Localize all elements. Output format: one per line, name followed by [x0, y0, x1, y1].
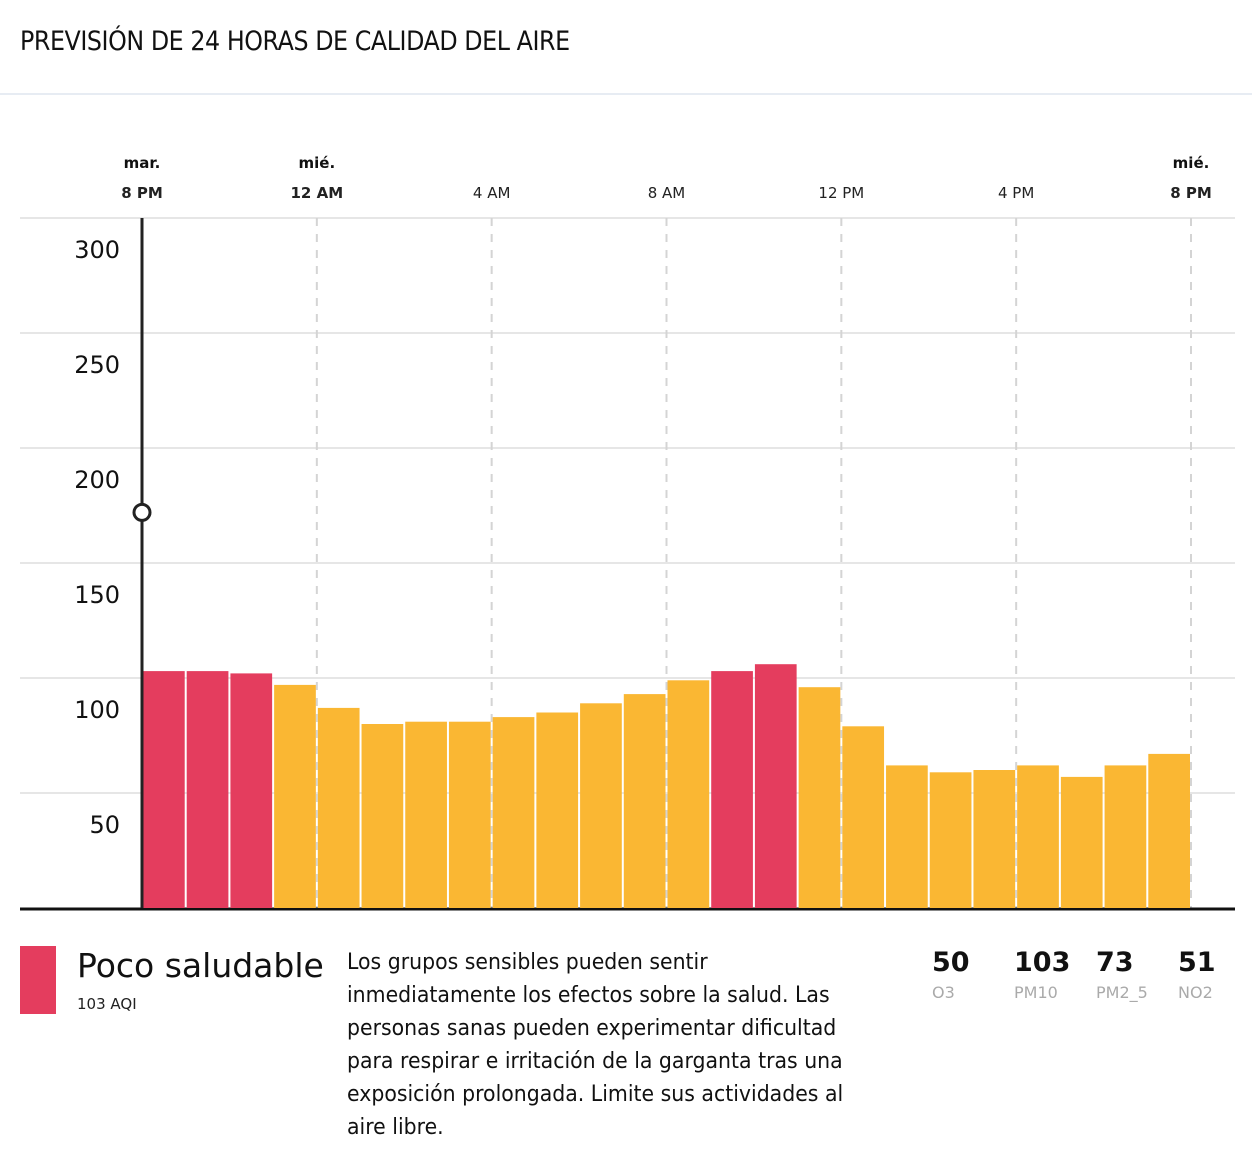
bar-11-pm: [274, 684, 316, 908]
x-tick-time: 8 PM: [121, 184, 163, 202]
bar-6-am: [580, 703, 622, 908]
x-tick-day: mié.: [299, 154, 336, 172]
x-tick-time: 4 AM: [473, 184, 511, 202]
y-tick-label-250: 250: [74, 351, 120, 379]
y-tick-label-300: 300: [74, 236, 120, 264]
bar-10-am: [754, 664, 797, 908]
pollutant-value: 51: [1178, 947, 1216, 978]
bar-3-am: [448, 721, 491, 908]
pollutant-name: PM2_5: [1096, 983, 1148, 1002]
title-divider: [0, 93, 1252, 95]
bar-4-am: [492, 717, 535, 908]
bar-3-pm: [973, 770, 1016, 908]
x-tick-day: mar.: [124, 154, 161, 172]
bar-7-pm: [1148, 753, 1190, 908]
bar-5-pm: [1060, 776, 1103, 908]
bar-6-pm: [1104, 765, 1147, 908]
pollutant-list: 50 O3 103 PM10 73 PM2_5 51 NO2: [932, 947, 1252, 1002]
bar-9-pm: [186, 671, 229, 908]
bars-layer: [143, 664, 1190, 908]
x-tick-time: 8 PM: [1170, 184, 1212, 202]
pollutant-name: O3: [932, 983, 955, 1002]
pollutant-no2: 51 NO2: [1178, 947, 1252, 1002]
y-tick-label-50: 50: [89, 811, 120, 839]
bar-4-pm: [1017, 765, 1059, 908]
status-label: Poco saludable: [77, 946, 324, 985]
y-tick-label-200: 200: [74, 466, 120, 494]
pollutant-pm10: 103 PM10: [1014, 947, 1096, 1002]
x-tick-time: 12 PM: [818, 184, 864, 202]
bar-9-am: [711, 671, 753, 908]
x-tick-time: 8 AM: [648, 184, 686, 202]
y-tick-label-100: 100: [74, 696, 120, 724]
y-tick-label-150: 150: [74, 581, 120, 609]
bar-2-am: [405, 721, 447, 908]
x-axis-ticks: mar. 8 PM mié. 12 AM 4 AM 8 AM 12 PM 4 PM mié. 8 …: [121, 154, 1212, 202]
bar-5-am: [536, 712, 579, 908]
bar-11-am: [798, 687, 841, 908]
pollutant-o3: 50 O3: [932, 947, 1014, 1002]
bar-7-am: [623, 694, 666, 908]
pollutant-name: PM10: [1014, 983, 1058, 1002]
x-tick-time: 4 PM: [998, 184, 1034, 202]
bar-12-am: [317, 707, 360, 908]
time-cursor: [132, 218, 152, 908]
pollutant-pm2_5: 73 PM2_5: [1096, 947, 1178, 1002]
bar-8-am: [667, 680, 710, 908]
bar-1-pm: [886, 765, 928, 908]
bar-8-pm: [143, 671, 185, 908]
status-aqi-value: 103 AQI: [77, 995, 137, 1013]
aqi-forecast-chart: mar. 8 PM mié. 12 AM 4 AM 8 AM 12 PM 4 PM mié. 8 …: [20, 154, 1235, 911]
pollutant-name: NO2: [1178, 983, 1213, 1002]
pollutant-value: 73: [1096, 947, 1134, 978]
bar-1-am: [361, 724, 404, 908]
x-tick-time: 12 AM: [291, 184, 344, 202]
cursor-handle[interactable]: [132, 502, 152, 522]
bar-2-pm: [929, 772, 972, 908]
status-description: Los grupos sensibles pueden sentir inmed…: [347, 950, 844, 1140]
status-color-swatch: [20, 946, 56, 1014]
page-title: PREVISIÓN DE 24 HORAS DE CALIDAD DEL AIR…: [20, 26, 570, 57]
y-axis-ticks: 50 100 150 200 250 300: [74, 236, 120, 839]
pollutant-value: 103: [1014, 947, 1071, 978]
x-tick-day: mié.: [1173, 154, 1210, 172]
pollutant-value: 50: [932, 947, 970, 978]
bar-10-pm: [230, 673, 273, 908]
bar-12-pm: [842, 726, 885, 908]
